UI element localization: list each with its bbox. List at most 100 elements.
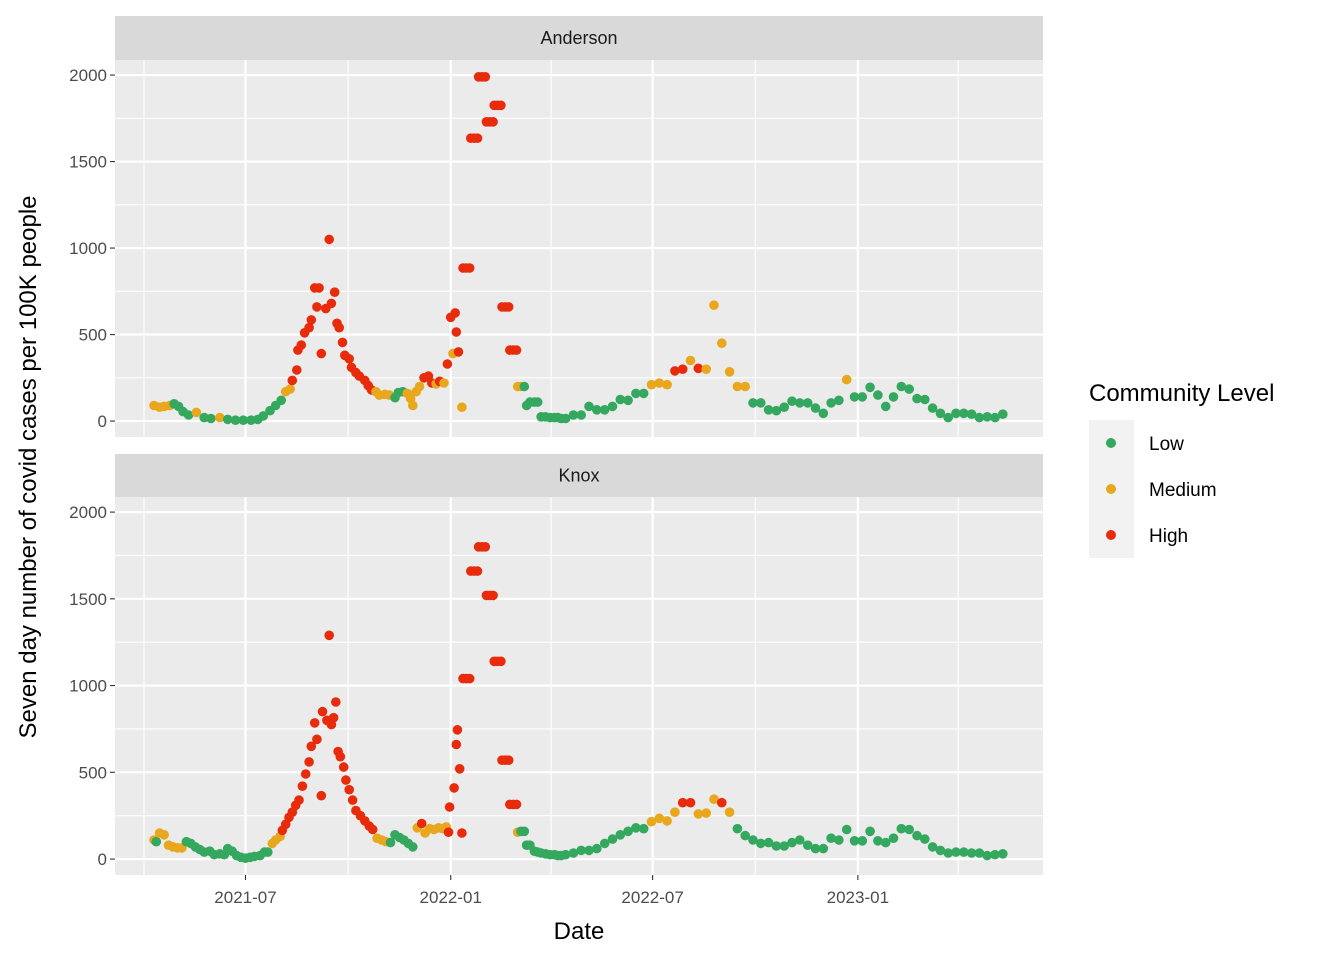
point-low (865, 826, 875, 837)
point-medium (414, 381, 425, 392)
point-low (849, 392, 860, 402)
y-tick-label: 2000 (69, 66, 107, 85)
point-low (576, 845, 586, 856)
point-high (693, 363, 704, 374)
point-medium (732, 381, 743, 392)
point-low (966, 409, 977, 420)
point-high (314, 283, 324, 293)
point-high (451, 739, 462, 750)
point-low (631, 823, 641, 833)
legend-key-high (1106, 530, 1116, 540)
point-low (810, 403, 821, 413)
point-low (584, 401, 594, 412)
point-low (756, 838, 766, 849)
point-low (951, 408, 961, 419)
point-low (904, 384, 914, 394)
point-high (677, 364, 688, 375)
point-low (623, 826, 633, 837)
point-low (849, 836, 860, 846)
point-low (763, 837, 774, 848)
point-high (312, 302, 322, 312)
point-low (532, 397, 543, 407)
point-high (334, 322, 345, 333)
point-low (935, 408, 946, 419)
point-low (638, 388, 649, 399)
data-points (149, 72, 1008, 426)
point-high (677, 797, 688, 808)
point-low (896, 823, 907, 834)
point-high (316, 790, 327, 801)
point-medium (709, 300, 719, 311)
point-low (998, 849, 1008, 859)
point-low (990, 412, 1000, 423)
point-low (990, 849, 1000, 860)
point-low (912, 393, 922, 404)
point-high (480, 72, 491, 82)
point-medium (662, 379, 672, 390)
y-tick-label: 0 (98, 412, 107, 431)
point-low (151, 836, 162, 847)
point-low (763, 405, 774, 415)
legend: Community Level Low Medium High (1089, 380, 1274, 558)
point-high (449, 783, 459, 793)
point-high (464, 673, 475, 684)
point-medium (693, 809, 704, 819)
point-low (795, 835, 805, 845)
point-high (450, 308, 461, 318)
point-high (306, 315, 317, 325)
point-low (974, 412, 985, 423)
point-low (810, 843, 821, 854)
point-high (317, 706, 328, 717)
point-low (920, 834, 930, 844)
point-high (312, 734, 322, 745)
point-high (341, 775, 351, 785)
x-axis-title: Date (554, 918, 605, 945)
x-tick-label: 2022-01 (420, 888, 482, 907)
point-low (966, 848, 977, 858)
point-low (873, 390, 883, 400)
point-low (607, 401, 618, 412)
point-low (920, 394, 930, 405)
point-low (974, 848, 985, 858)
point-low (896, 381, 907, 392)
point-low (857, 392, 868, 402)
point-low (834, 395, 844, 406)
point-low (787, 837, 797, 848)
panel-knox: Knox 0 500 1000 1500 2000 2021-07 2022-01 2022-0… (69, 454, 1043, 907)
x-tick-label: 2022-07 (621, 888, 683, 907)
point-low (607, 834, 618, 844)
point-low (238, 415, 249, 426)
point-medium (439, 378, 449, 388)
point-low (943, 848, 953, 858)
point-high (488, 117, 498, 127)
facet-strip-label: Anderson (540, 28, 617, 48)
point-medium (740, 381, 750, 392)
point-high (511, 345, 522, 355)
legend-key-low (1106, 438, 1116, 448)
point-high (452, 725, 463, 735)
point-low (826, 833, 836, 843)
point-low (748, 398, 758, 408)
point-high (287, 375, 298, 386)
point-medium (841, 374, 852, 385)
point-high (443, 827, 454, 837)
point-low (771, 841, 782, 851)
point-low (795, 398, 805, 408)
point-high (304, 322, 314, 333)
y-tick-label: 500 (79, 763, 107, 782)
point-low (385, 837, 396, 848)
point-high (442, 359, 453, 369)
point-low (951, 847, 961, 857)
point-low (615, 830, 626, 840)
point-high (337, 337, 348, 348)
point-high (503, 302, 514, 312)
point-high (451, 327, 462, 337)
point-high (685, 797, 696, 808)
point-low (818, 843, 829, 854)
point-high (304, 757, 314, 767)
point-high (717, 797, 727, 808)
point-high (472, 566, 483, 576)
point-low (263, 847, 273, 857)
point-low (779, 402, 789, 413)
